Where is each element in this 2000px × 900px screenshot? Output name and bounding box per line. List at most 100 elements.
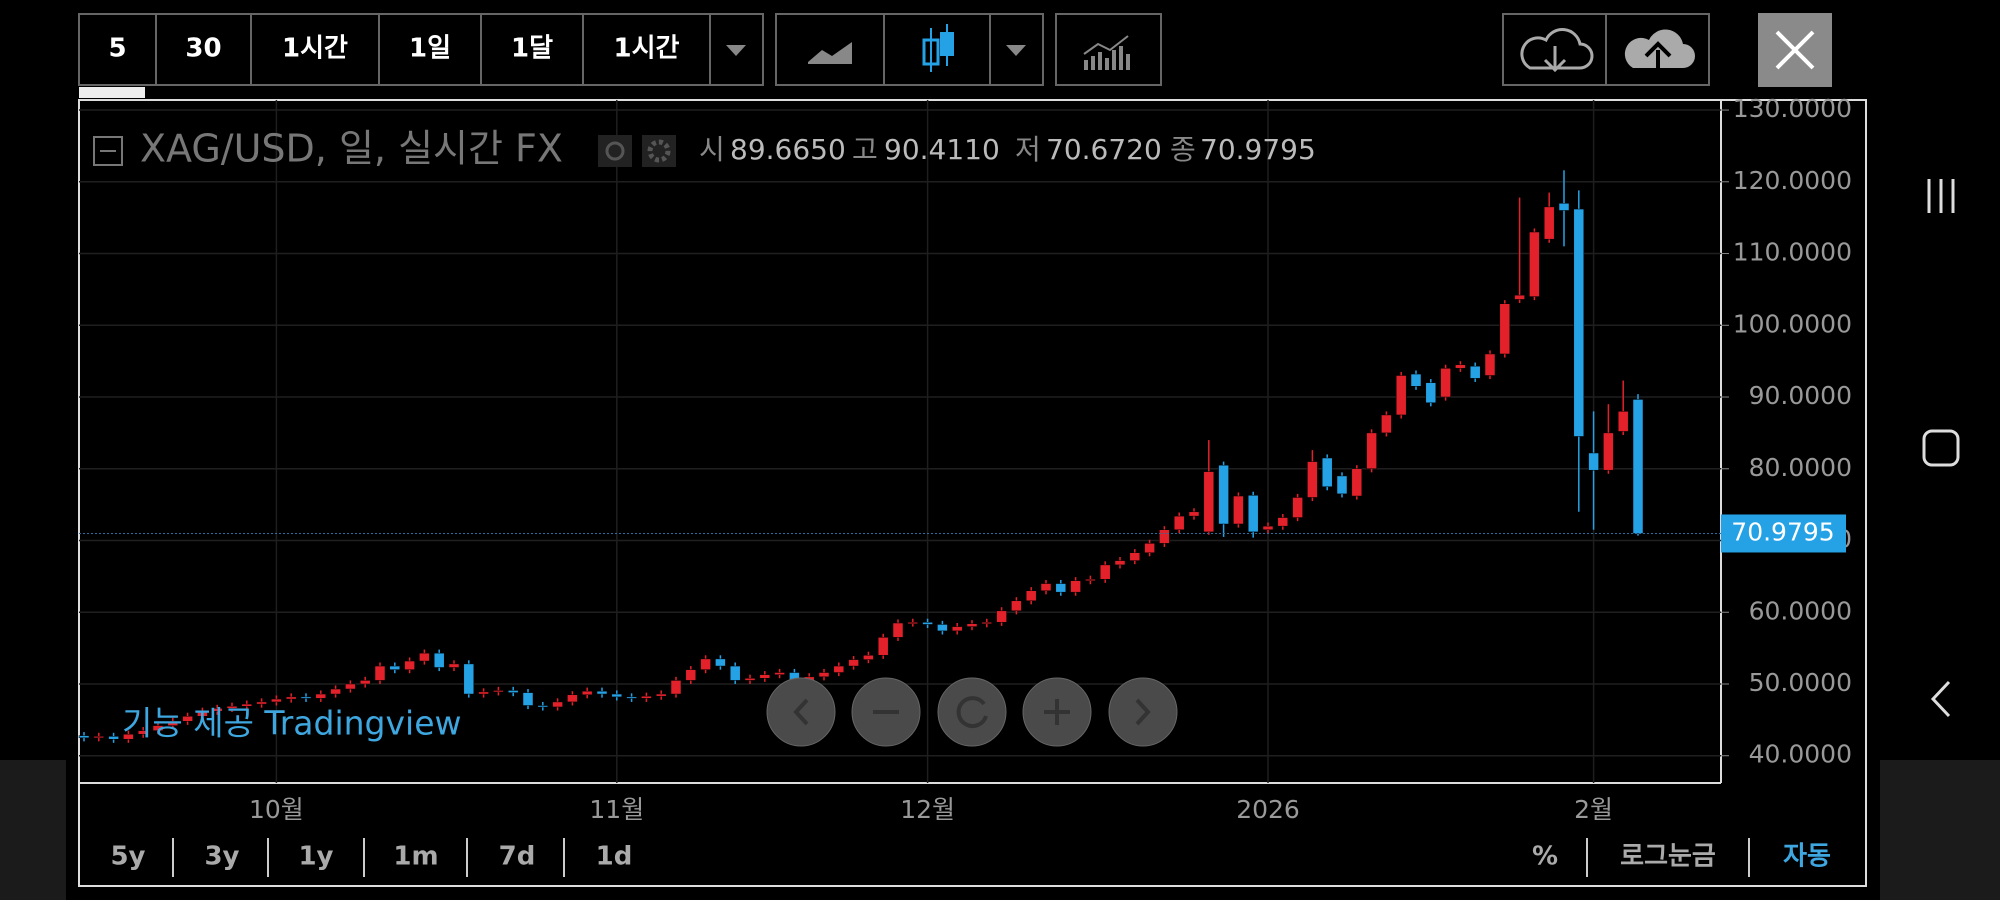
interval-button[interactable]: 5 xyxy=(108,34,126,64)
candle-body xyxy=(1588,452,1599,471)
ohlc-value: 70.9795 xyxy=(1200,133,1316,166)
candle-body xyxy=(1144,543,1155,553)
ohlc-label: 고 xyxy=(852,133,878,166)
scale-option[interactable]: 로그눈금 xyxy=(1620,842,1716,872)
candle-body xyxy=(818,672,830,678)
candle-body xyxy=(463,663,475,695)
download-button[interactable] xyxy=(1520,28,1594,70)
candle-body xyxy=(152,725,164,731)
candle-body xyxy=(1025,590,1037,602)
candle-body xyxy=(966,623,978,627)
candle-body xyxy=(685,669,697,681)
ohlc-legend: 시 89.6650 고 90.4110 저 70.6720 종 70.9795 xyxy=(699,133,1316,166)
candle-body xyxy=(1040,583,1052,591)
dropdown-arrow[interactable] xyxy=(726,45,746,56)
range-button[interactable]: 1m xyxy=(393,842,438,872)
candle-body xyxy=(670,680,682,695)
y-tick-label: 40.0000 xyxy=(1749,740,1852,769)
reset-button[interactable] xyxy=(937,677,1007,747)
candle-body xyxy=(1188,511,1200,517)
candle-body xyxy=(1381,414,1392,434)
indicator-button[interactable] xyxy=(1055,13,1162,86)
candle-body xyxy=(433,652,445,668)
candle-body xyxy=(744,678,756,681)
candle-body xyxy=(567,694,578,703)
candle-body xyxy=(345,683,356,690)
candle-body xyxy=(1173,515,1185,530)
collapse-icon[interactable] xyxy=(93,136,123,166)
candle-body xyxy=(1632,399,1644,534)
candle-body xyxy=(1455,364,1466,369)
candle-body xyxy=(1055,583,1067,593)
candle-body xyxy=(1159,529,1170,544)
candle-body xyxy=(774,672,785,675)
candle-body xyxy=(700,658,711,670)
candle-body xyxy=(1469,365,1481,379)
y-tick-label: 130.0000 xyxy=(1733,94,1852,123)
candle-body xyxy=(330,688,341,695)
scroll-left-button[interactable] xyxy=(766,677,836,747)
candle-body xyxy=(1070,580,1081,593)
range-button[interactable]: 1d xyxy=(596,842,633,872)
line-chart-button[interactable] xyxy=(808,42,852,64)
candle-body xyxy=(1514,294,1525,300)
dropdown-arrow[interactable] xyxy=(1006,45,1026,56)
toolbar-frame xyxy=(775,13,1044,86)
candle-body xyxy=(892,622,904,638)
home-button[interactable] xyxy=(1922,429,1960,467)
interval-button[interactable]: 1시간 xyxy=(282,34,348,64)
cloud-buttons xyxy=(1502,13,1710,86)
candle-body xyxy=(1366,432,1377,470)
candle-body xyxy=(1603,432,1614,471)
candle-body xyxy=(108,736,119,740)
scale-option[interactable]: % xyxy=(1532,842,1558,872)
candle-body xyxy=(537,705,549,708)
ohlc-label: 종 xyxy=(1170,133,1196,166)
side-panel xyxy=(0,760,66,900)
plot: 70.9795 xyxy=(78,170,1846,743)
candle-body xyxy=(137,730,149,735)
interval-button[interactable]: 1일 xyxy=(409,34,451,64)
candle-body xyxy=(907,622,919,625)
visibility-icon[interactable] xyxy=(598,135,632,167)
candle-chart-button[interactable] xyxy=(922,24,954,72)
candle-body xyxy=(1011,600,1022,612)
chart-nav xyxy=(766,677,1178,747)
y-tick-label: 80.0000 xyxy=(1749,453,1852,482)
scroll-right-button[interactable] xyxy=(1108,677,1178,747)
interval-toolbar: 5 30 1시간 1일 1달 1시간 xyxy=(78,13,764,86)
candle-body xyxy=(1351,468,1363,497)
interval-button[interactable]: 30 xyxy=(185,34,221,64)
candle-body xyxy=(611,693,623,698)
x-tick-label: 2026 xyxy=(1236,795,1300,824)
close-button[interactable] xyxy=(1758,13,1832,87)
y-tick-label: 60.0000 xyxy=(1749,596,1852,625)
interval-button[interactable]: 1달 xyxy=(511,34,553,64)
range-button[interactable]: 5y xyxy=(110,842,145,872)
candle-body xyxy=(1617,411,1629,432)
candle-body xyxy=(359,680,371,685)
scale-option[interactable]: 자동 xyxy=(1783,842,1831,872)
range-button[interactable]: 1y xyxy=(298,842,333,872)
back-button[interactable] xyxy=(1930,680,1951,718)
candle-body xyxy=(1203,471,1215,533)
range-button[interactable]: 3y xyxy=(204,842,239,872)
candle-body xyxy=(1114,560,1126,566)
candle-body xyxy=(1085,578,1096,581)
range-button[interactable]: 7d xyxy=(499,842,536,872)
chart-type-toolbar xyxy=(775,13,1044,86)
ohlc-value: 70.6720 xyxy=(1046,133,1162,166)
candle-body xyxy=(182,716,193,722)
x-tick-label: 11월 xyxy=(589,795,644,824)
panel-handle[interactable] xyxy=(79,87,145,98)
candle-body xyxy=(877,637,889,656)
candle-body xyxy=(78,735,90,739)
system-nav xyxy=(1922,179,1960,718)
y-tick-label: 90.0000 xyxy=(1749,381,1852,410)
candle-body xyxy=(285,696,297,700)
candle-body xyxy=(1440,368,1451,398)
recents-button[interactable] xyxy=(1927,179,1955,213)
interval-button[interactable]: 1시간 xyxy=(614,34,680,64)
candle-body xyxy=(271,698,282,703)
